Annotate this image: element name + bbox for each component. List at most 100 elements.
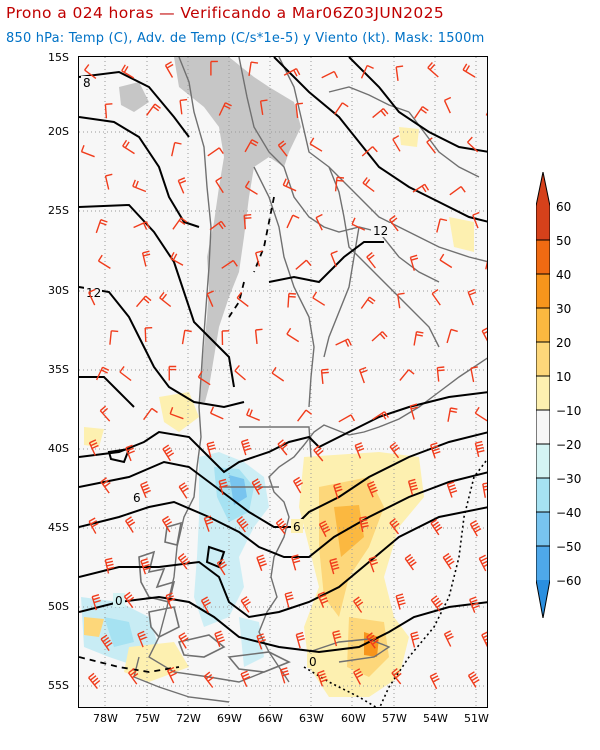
wind-barb (177, 553, 191, 570)
wind-barb (409, 403, 419, 420)
wind-barb (206, 441, 216, 458)
wind-barb (469, 519, 482, 537)
wind-barb (291, 554, 301, 571)
wind-barb (171, 141, 182, 157)
wind-barb (287, 292, 296, 308)
colorbar-label: −40 (556, 506, 582, 520)
wind-barb (360, 296, 376, 309)
wind-barb (334, 176, 345, 192)
colorbar-label: −20 (556, 438, 582, 452)
wind-barb (467, 288, 477, 306)
wind-barb (91, 594, 101, 611)
wind-barb (358, 366, 368, 384)
wind-barb (321, 70, 339, 79)
wind-barb (277, 140, 288, 157)
wind-barb (366, 480, 378, 498)
wind-barb (240, 670, 251, 687)
wind-barb (221, 259, 238, 269)
wind-barb (295, 259, 312, 270)
colorbar-label: −30 (556, 472, 582, 486)
wind-barb (389, 518, 400, 535)
patagonia-islands (138, 521, 291, 673)
contour-label: 12 (373, 224, 388, 238)
lat-label: 45S (48, 521, 69, 534)
wind-barb (236, 516, 249, 533)
colorbar (536, 172, 550, 618)
wind-barb (429, 672, 440, 690)
wind-barb (170, 251, 184, 266)
colorbar-swatch (536, 240, 550, 274)
wind-barb (442, 552, 455, 570)
wind-barb (254, 328, 263, 344)
wind-barb (329, 558, 340, 575)
wind-barb (95, 366, 110, 381)
wind-barb (427, 62, 439, 78)
wind-barb (478, 554, 487, 572)
wind-barb (283, 67, 301, 77)
wind-barb (466, 136, 479, 153)
lon-label: 60W (341, 712, 366, 725)
wind-barb (218, 102, 232, 116)
wind-barb (361, 146, 378, 157)
wind-barb (277, 439, 288, 456)
colorbar-label: 60 (556, 200, 572, 214)
wind-barb (140, 558, 151, 575)
map-title: Prono a 024 horas — Verificando a Mar06Z… (6, 4, 445, 22)
wind-barb (482, 482, 487, 498)
wind-barb (366, 252, 376, 269)
wind-barb (209, 220, 226, 231)
wind-barb (143, 407, 158, 421)
wind-barb (436, 218, 448, 233)
lat-label: 30S (48, 284, 69, 297)
map-canvas: 8 12 12 6 6 0 0 (79, 57, 487, 707)
colorbar-swatch (536, 308, 550, 342)
wind-barb (389, 215, 399, 232)
colorbar-top-arrow (536, 172, 550, 206)
wind-barb (431, 289, 441, 306)
wind-barb (97, 254, 111, 269)
wind-barb (397, 292, 405, 309)
contour-label: 0 (309, 655, 317, 669)
wind-barb (240, 438, 252, 456)
wind-barb (88, 439, 99, 456)
wind-barb (179, 98, 188, 115)
colorbar-swatch (536, 410, 550, 444)
wind-barb (407, 478, 418, 495)
wind-barb (243, 214, 252, 230)
wind-barb (248, 61, 259, 77)
colorbar-label: −50 (556, 540, 582, 554)
colorbar-label: −60 (556, 574, 582, 588)
wind-barb (207, 147, 224, 157)
lon-label: 72W (176, 712, 201, 725)
wind-barb (259, 99, 268, 116)
colorbar-swatch (536, 274, 550, 308)
wind-barb (410, 631, 420, 648)
wind-barb (146, 103, 161, 116)
wind-barb (214, 630, 225, 648)
wind-barb (426, 137, 436, 154)
wind-barb (430, 518, 443, 536)
wind-barb (362, 177, 375, 193)
wind-barb (172, 217, 188, 230)
wind-barb (218, 478, 228, 495)
wind-barb (121, 64, 135, 79)
wind-barb (284, 591, 294, 608)
lat-label: 15S (48, 51, 69, 64)
wind-barb (449, 186, 466, 196)
wind-barb (320, 368, 329, 384)
colorbar-label: −10 (556, 404, 582, 418)
wind-barb (166, 666, 177, 684)
wind-barb (395, 593, 406, 610)
wind-barb (309, 137, 323, 152)
wind-barb (313, 445, 324, 462)
wind-barb (462, 63, 476, 78)
wind-barb (234, 364, 246, 381)
wind-barb (286, 214, 300, 229)
wind-barb (318, 520, 331, 538)
wind-barb (177, 177, 187, 194)
wind-barb (366, 632, 379, 649)
wind-barb (203, 515, 214, 532)
map-subtitle: 850 hPa: Temp (C), Adv. de Temp (C/s*1e-… (6, 31, 485, 46)
wind-barb (446, 328, 458, 344)
wind-barb (133, 221, 150, 230)
